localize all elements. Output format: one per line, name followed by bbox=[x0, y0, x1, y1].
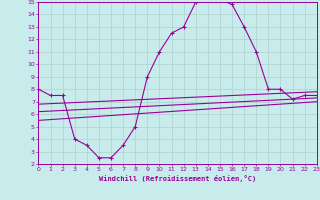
X-axis label: Windchill (Refroidissement éolien,°C): Windchill (Refroidissement éolien,°C) bbox=[99, 175, 256, 182]
